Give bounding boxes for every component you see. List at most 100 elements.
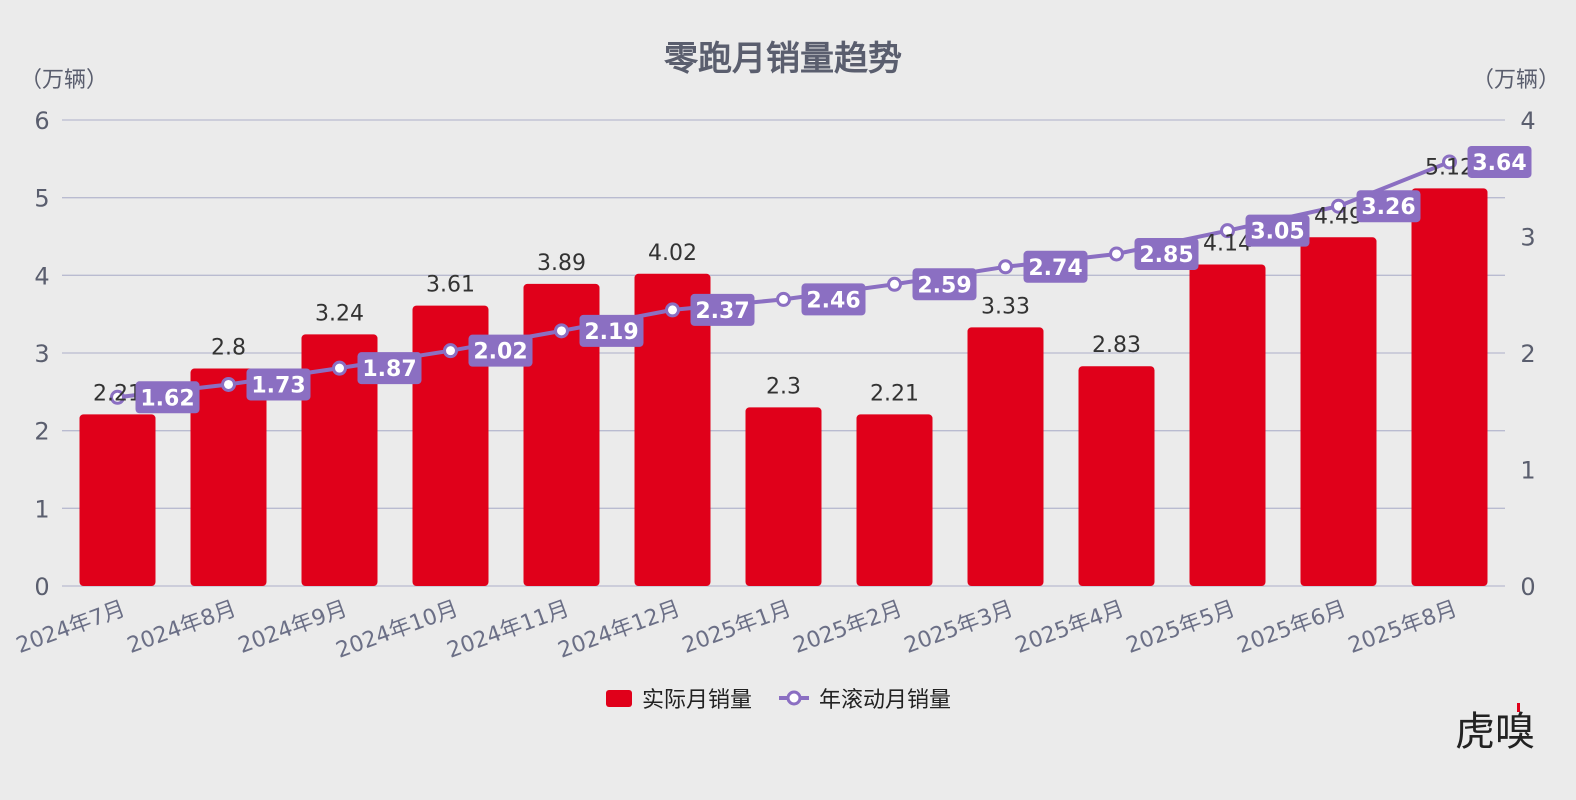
line-value-label-box	[357, 352, 422, 385]
bar-value-label: 2.3	[766, 374, 801, 399]
line-marker	[1220, 223, 1235, 239]
line-value-label: 2.85	[1139, 243, 1193, 268]
huxiu-logo-watermark: 虎嗅	[1455, 709, 1535, 755]
right-y-tick: 4	[1520, 107, 1535, 135]
x-tick-label: 2025年8月	[1345, 596, 1461, 658]
bar	[1300, 237, 1377, 586]
bar	[301, 334, 378, 586]
line-value-label-box	[579, 314, 644, 347]
line-value-label: 2.19	[584, 320, 638, 345]
bar	[856, 414, 933, 586]
bar-value-label: 4.14	[1203, 231, 1252, 256]
bar	[1078, 366, 1155, 586]
legend-bar-swatch	[606, 690, 632, 707]
x-tick-label: 2024年11月	[444, 596, 573, 663]
left-axis-unit: （万辆）	[20, 68, 108, 93]
line-marker	[443, 343, 458, 359]
line-marker	[1442, 154, 1457, 170]
bar	[412, 305, 489, 586]
line-value-label-box	[1134, 237, 1199, 270]
line-value-label-box	[468, 334, 533, 367]
line-value-label: 2.74	[1028, 256, 1082, 281]
legend-bar-label: 实际月销量	[642, 688, 752, 713]
left-y-tick: 4	[34, 262, 49, 290]
line-marker	[998, 259, 1013, 275]
x-tick-label: 2024年8月	[124, 596, 240, 658]
line-marker	[110, 389, 125, 405]
bar-value-label: 4.02	[648, 241, 697, 266]
left-y-tick: 1	[34, 495, 49, 523]
logo-accent-mark	[1517, 703, 1520, 712]
bar-value-label: 2.8	[211, 336, 246, 361]
bar	[745, 407, 822, 586]
line-layer	[110, 154, 1457, 405]
line-value-label-box	[690, 293, 755, 326]
line-value-label-box	[135, 381, 200, 414]
x-tick-label: 2024年9月	[235, 596, 351, 658]
line-value-label: 3.05	[1250, 220, 1304, 245]
x-tick-label: 2024年10月	[333, 596, 462, 663]
bar	[79, 414, 156, 586]
x-tick-label: 2025年2月	[790, 596, 906, 658]
x-tick-label: 2025年3月	[901, 596, 1017, 658]
bar-value-label: 2.21	[93, 381, 142, 406]
right-axis-unit: （万辆）	[1472, 68, 1560, 93]
left-y-tick: 3	[34, 340, 49, 368]
bar	[1189, 264, 1266, 586]
bar-value-label: 3.61	[426, 273, 475, 298]
line-value-label-box	[1023, 250, 1088, 283]
line-marker	[1331, 198, 1346, 214]
line-value-label-box	[1467, 145, 1532, 178]
line-value-label: 2.59	[917, 273, 971, 298]
bar-value-label: 2.21	[870, 381, 919, 406]
bar-value-label: 3.89	[537, 251, 586, 276]
right-y-tick: 0	[1520, 573, 1535, 601]
line-marker	[332, 360, 347, 376]
line-value-label-box	[912, 268, 977, 301]
left-y-tick: 6	[34, 107, 49, 135]
x-tick-label: 2025年6月	[1234, 596, 1350, 658]
bar-value-label: 3.24	[315, 301, 364, 326]
line-value-label-box	[801, 283, 866, 316]
legend-line-marker	[786, 690, 802, 706]
line-value-label: 1.62	[140, 386, 194, 411]
x-tick-label: 2025年5月	[1123, 596, 1239, 658]
bar-value-label: 4.49	[1314, 204, 1363, 229]
right-y-tick: 1	[1520, 457, 1535, 485]
legend[interactable]: 实际月销量 年滚动月销量	[606, 688, 951, 713]
line-value-label: 1.73	[251, 373, 305, 398]
line-value-label: 3.64	[1472, 151, 1526, 176]
bar-layer	[79, 188, 1488, 586]
line-marker	[1109, 246, 1124, 262]
line-value-label: 1.87	[362, 357, 416, 382]
bar	[967, 327, 1044, 586]
x-tick-label: 2024年12月	[555, 596, 684, 663]
legend-line-label: 年滚动月销量	[819, 688, 951, 713]
bar	[523, 283, 600, 586]
right-y-tick: 3	[1520, 224, 1535, 252]
line-marker	[776, 291, 791, 307]
line-value-label-box	[246, 368, 311, 401]
x-tick-label: 2025年4月	[1012, 596, 1128, 658]
bar	[1411, 188, 1488, 586]
line-value-label: 2.37	[695, 299, 749, 324]
left-y-tick: 0	[34, 573, 49, 601]
x-tick-label: 2025年1月	[679, 596, 795, 658]
label-layer: 2.21 2.8 3.24 3.61 3.89 4.02 2.3 2.21 3.33 2.83 4.…	[93, 145, 1532, 414]
line-marker	[221, 376, 236, 392]
x-tick-label: 2024年7月	[13, 596, 129, 658]
line-value-label: 2.46	[806, 288, 860, 313]
line-marker	[887, 276, 902, 292]
bar-value-label: 5.12	[1425, 155, 1474, 180]
line-value-label-box	[1245, 214, 1310, 247]
bar	[634, 273, 711, 586]
left-y-tick: 5	[34, 185, 49, 213]
line-value-label: 3.26	[1361, 195, 1415, 220]
left-y-tick: 2	[34, 418, 49, 446]
line-value-label: 2.02	[473, 340, 527, 365]
chart-title: 零跑月销量趋势	[664, 39, 902, 79]
bar	[190, 368, 267, 586]
bar-value-label: 3.33	[981, 294, 1030, 319]
